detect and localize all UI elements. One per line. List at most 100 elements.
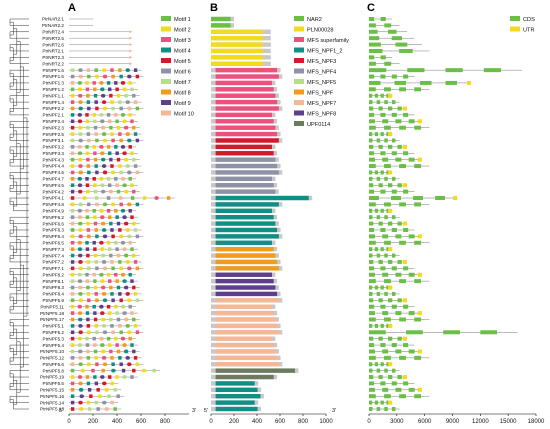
motif-mark — [95, 74, 99, 79]
motif-mark — [96, 388, 100, 392]
panel-letters: A B C — [68, 2, 375, 14]
motif-mark — [118, 292, 122, 296]
motif-mark — [102, 266, 108, 271]
motif-mark — [130, 279, 134, 283]
motif-mark — [94, 132, 98, 136]
motif-mark — [101, 323, 107, 328]
gene-label-ptrnpf8-3: PtrNPF8.3 — [43, 285, 65, 290]
domain-legend-label: NAR2 — [307, 17, 322, 23]
cds-exon — [369, 119, 375, 124]
cds-exon — [397, 183, 402, 188]
motif-mark — [77, 279, 83, 284]
motif-mark — [122, 343, 127, 347]
cds-exon — [384, 164, 391, 169]
cds-exon — [369, 87, 376, 92]
domain-block — [215, 317, 276, 322]
motif-mark — [128, 304, 132, 309]
motif-mark — [70, 388, 75, 392]
gene-name-labels: PtrNAR2.1PtrNAR2.2PtrNRT2.4PtrNRT2.5PtrN… — [40, 17, 64, 412]
domain-legend-label: MFS_NPF5 — [307, 80, 336, 86]
cds-exon — [384, 61, 392, 66]
motif-mark — [87, 388, 92, 392]
cds-exon — [408, 234, 415, 239]
cds-exon — [374, 132, 379, 137]
motif-mark — [70, 113, 75, 117]
motif-mark — [115, 151, 119, 156]
motif-tick-label: 800 — [160, 419, 171, 425]
motif-mark — [120, 336, 126, 341]
motif-mark — [127, 74, 132, 79]
cds-exon — [397, 259, 402, 264]
cds-exon — [369, 234, 375, 239]
motif-mark — [86, 221, 90, 226]
motif-mark — [130, 311, 134, 315]
gene-label-ptrnpf5-11: PtrNPF5.11 — [40, 304, 64, 309]
motif-mark — [110, 260, 114, 264]
utr-segment — [402, 298, 408, 303]
motif-mark — [85, 215, 90, 219]
motif-mark — [116, 189, 121, 194]
cds-exon — [369, 80, 381, 85]
motif-mark — [87, 138, 91, 143]
domain-block — [215, 125, 276, 130]
motif-mark — [101, 189, 106, 194]
cds-exon — [399, 355, 406, 360]
domain-block — [215, 93, 276, 98]
motif-mark — [115, 343, 119, 347]
cds-exon — [369, 215, 373, 220]
domain-tick-label: 600 — [275, 419, 286, 425]
motif-mark — [85, 240, 89, 245]
motif-legend-swatch — [161, 79, 171, 84]
motif-mark — [70, 234, 75, 239]
motif-mark — [130, 196, 135, 200]
motif-mark — [127, 362, 132, 367]
domain-block — [215, 336, 272, 341]
panel-letter-b: B — [210, 2, 218, 14]
motif-mark — [127, 330, 132, 335]
cds-exon — [374, 362, 379, 367]
motif-mark — [96, 407, 100, 411]
cds-exon — [435, 196, 446, 201]
domain-legend-label: MFS_NPF — [307, 90, 334, 96]
cds-exon — [369, 106, 374, 111]
motif-mark — [78, 125, 83, 130]
cds-exon — [403, 266, 409, 271]
motif-mark — [70, 317, 75, 322]
cds-exon — [369, 272, 375, 277]
gene-label-ptrnpf8-1: PtrNPF8.1 — [43, 279, 65, 284]
motif-mark — [70, 336, 75, 341]
motif-legend-swatch — [161, 100, 171, 105]
domain-block — [215, 138, 279, 143]
motif-mark — [130, 183, 134, 188]
cds-exon — [445, 68, 463, 73]
motif-mark — [85, 81, 89, 85]
cds-exon — [369, 125, 376, 130]
cds-exon — [369, 336, 374, 341]
gene-label-ptrnpf4-5: PtrNPF4.5 — [43, 183, 65, 188]
motif-mark — [99, 240, 104, 245]
domain-block — [215, 106, 279, 111]
motif-mark — [79, 394, 84, 399]
motif-mark — [118, 196, 123, 200]
motif-mark — [86, 132, 91, 136]
cds-exon — [380, 227, 386, 232]
motif-mark — [116, 349, 121, 354]
cds-exon — [388, 259, 393, 264]
domain-block — [215, 221, 276, 226]
utr-segment — [417, 157, 422, 162]
motif-mark — [87, 266, 91, 271]
motif-mark — [70, 228, 75, 232]
motif-mark — [129, 36, 133, 40]
domain-five-prime-label: 5' — [204, 408, 208, 414]
motif-mark — [101, 100, 107, 105]
cds-exon — [443, 330, 460, 335]
motif-mark — [101, 228, 107, 232]
cds-exon — [403, 304, 409, 309]
gene-label-ptrnpf8-2: PtrNPF8.2 — [43, 272, 65, 277]
gene-label-ptrnpf5-3: PtrNPF5.3 — [43, 336, 65, 341]
domain-block — [215, 234, 279, 239]
cds-exon — [399, 87, 406, 92]
motif-mark — [133, 324, 138, 328]
motif-mark — [86, 164, 91, 168]
domain-block — [215, 304, 272, 309]
